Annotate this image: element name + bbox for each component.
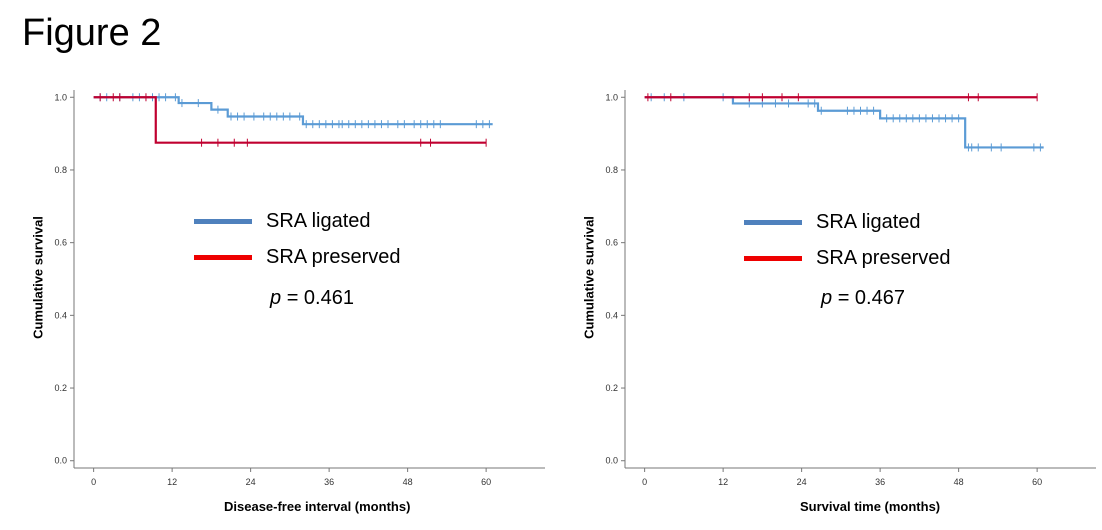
legend-label-preserved: SRA preserved: [816, 247, 951, 269]
x-tick-label: 12: [718, 477, 728, 487]
y-tick-label: 0.6: [605, 238, 618, 248]
p-symbol: p: [270, 287, 282, 309]
y-tick-label: 0.4: [605, 310, 618, 320]
chart-panel-left: 0.0 0.2 0.4 0.6 0.8 1.0 0 12 24 36 48 60 Cumulative…: [30, 90, 545, 514]
legend-label-preserved: SRA preserved: [266, 246, 401, 268]
y-tick-label: 0.2: [54, 383, 67, 393]
x-tick-label: 60: [481, 477, 491, 487]
legend-label-ligated: SRA ligated: [266, 210, 371, 232]
p-value-text: = 0.461: [286, 287, 354, 309]
x-axis-label: Survival time (months): [800, 499, 941, 514]
y-tick-label: 0.8: [54, 165, 67, 175]
p-value-text: = 0.467: [837, 287, 905, 309]
km-chart-survival: 0.0 0.2 0.4 0.6 0.8 1.0 0 12 24 36 48 60: [605, 90, 1096, 487]
legend-item-preserved: SRA preserved: [744, 247, 951, 270]
x-tick-label: 0: [91, 477, 96, 487]
x-tick-label: 48: [954, 477, 964, 487]
legend-swatch-preserved: [194, 255, 252, 260]
legend-item-preserved: SRA preserved: [194, 246, 401, 269]
x-tick-label: 36: [875, 477, 885, 487]
series-line-sra-preserved: [93, 96, 487, 144]
y-tick-label: 0.4: [54, 310, 67, 320]
y-axis-label: Cumulative survival: [581, 216, 597, 339]
x-tick-label: 36: [324, 477, 334, 487]
legend-swatch-preserved: [744, 256, 802, 261]
legend-item-ligated: SRA ligated: [744, 211, 921, 234]
x-tick-label: 12: [167, 477, 177, 487]
x-tick-label: 60: [1032, 477, 1042, 487]
legend-swatch-ligated: [744, 220, 802, 225]
y-tick-label: 0.2: [605, 383, 618, 393]
legend-item-ligated: SRA ligated: [194, 210, 371, 233]
p-symbol: p: [821, 287, 833, 309]
x-tick-label: 24: [246, 477, 256, 487]
y-axis-label: Cumulative survival: [30, 216, 46, 339]
y-tick-label: 1.0: [605, 92, 618, 102]
p-value: p = 0.467: [821, 287, 905, 310]
p-value: p = 0.461: [270, 287, 354, 310]
km-chart-disease-free: 0.0 0.2 0.4 0.6 0.8 1.0 0 12 24 36 48 60: [54, 90, 545, 487]
y-tick-label: 0.8: [605, 165, 618, 175]
x-tick-label: 0: [642, 477, 647, 487]
legend-swatch-ligated: [194, 219, 252, 224]
x-tick-label: 24: [797, 477, 807, 487]
y-tick-label: 0.0: [605, 456, 618, 466]
figure-title: Figure 2: [22, 12, 162, 54]
legend-label-ligated: SRA ligated: [816, 211, 921, 233]
y-tick-label: 1.0: [54, 92, 67, 102]
series-line-sra-ligated: [93, 96, 493, 126]
x-axis-label: Disease-free interval (months): [224, 499, 411, 514]
x-tick-label: 48: [403, 477, 413, 487]
series-line-sra-ligated: [644, 96, 1044, 149]
chart-panel-right: 0.0 0.2 0.4 0.6 0.8 1.0 0 12 24 36 48 60 Cumulative…: [551, 0, 1102, 530]
y-tick-label: 0.0: [54, 456, 67, 466]
y-tick-label: 0.6: [54, 238, 67, 248]
